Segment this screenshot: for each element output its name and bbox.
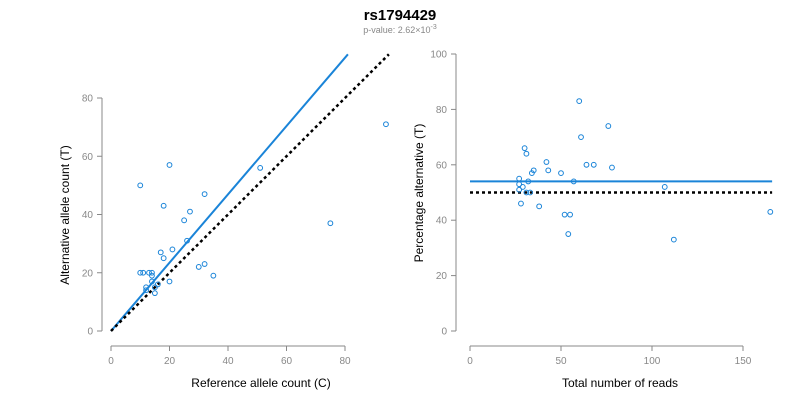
data-point xyxy=(516,186,523,193)
data-point xyxy=(143,287,150,294)
p-value-exponent: -3 xyxy=(431,24,437,31)
data-point xyxy=(151,290,158,297)
data-point xyxy=(565,231,572,237)
data-point xyxy=(257,165,264,171)
y-tick-label: 40 xyxy=(436,216,448,227)
x-tick-label: 20 xyxy=(164,356,176,367)
data-point xyxy=(518,200,524,207)
data-point xyxy=(184,237,190,244)
data-point xyxy=(146,269,152,276)
data-point xyxy=(160,202,167,209)
data-point xyxy=(195,264,202,270)
data-point xyxy=(543,159,550,165)
data-point xyxy=(545,167,552,174)
y-axis-label: Percentage alternative (T) xyxy=(412,124,426,263)
y-tick-label: 40 xyxy=(82,210,94,221)
data-point xyxy=(558,170,564,177)
data-point xyxy=(567,211,573,218)
data-point xyxy=(181,217,188,224)
data-point xyxy=(140,269,147,276)
y-tick-label: 20 xyxy=(436,271,448,282)
data-point xyxy=(605,123,612,129)
data-point xyxy=(516,181,523,188)
data-point xyxy=(521,145,528,152)
data-point xyxy=(169,246,176,253)
allele-count-scatter: 0 20 40 60 80 0 20 40 60 80 Reference allele count… xyxy=(58,53,390,390)
data-point xyxy=(210,272,217,279)
percentage-alternative-scatter: 0 50 100 150 0 20 40 60 80 100 Total number of rea… xyxy=(412,50,774,390)
y-tick-label: 20 xyxy=(82,268,94,279)
data-point xyxy=(151,284,158,291)
data-point xyxy=(383,121,389,128)
data-point xyxy=(527,189,533,196)
x-tick-label: 0 xyxy=(108,356,114,367)
x-tick-label: 150 xyxy=(735,356,752,367)
data-point xyxy=(525,178,532,185)
x-axis-label: Total number of reads xyxy=(562,376,678,390)
x-tick-label: 80 xyxy=(339,356,351,367)
data-point xyxy=(561,211,568,218)
data-point xyxy=(523,189,530,196)
y-tick-label: 60 xyxy=(82,152,94,163)
data-point xyxy=(143,284,150,291)
y-tick-label: 100 xyxy=(430,50,447,61)
data-point xyxy=(149,272,155,279)
reference-line xyxy=(110,53,390,332)
data-point xyxy=(583,161,590,168)
data-point xyxy=(327,220,334,227)
p-value-text: p-value: 2.62×10 xyxy=(363,25,430,35)
data-point xyxy=(154,281,161,288)
y-axis-label: Alternative allele count (T) xyxy=(58,145,72,284)
x-tick-label: 0 xyxy=(467,356,473,367)
x-tick-label: 40 xyxy=(222,356,234,367)
x-tick-label: 50 xyxy=(555,356,567,367)
data-point xyxy=(201,261,208,267)
data-point xyxy=(530,167,537,174)
y-tick-label: 80 xyxy=(436,105,448,116)
data-point xyxy=(137,182,144,189)
data-point xyxy=(166,278,173,285)
y-tick-label: 60 xyxy=(436,160,448,171)
data-point xyxy=(609,164,615,171)
y-tick-label: 0 xyxy=(87,327,93,338)
chart-subtitle: p-value: 2.62×10-3 xyxy=(363,24,437,35)
data-point xyxy=(661,184,668,190)
data-point xyxy=(160,255,167,262)
data-point xyxy=(590,161,597,168)
x-tick-label: 60 xyxy=(281,356,293,367)
x-axis-label: Reference allele count (C) xyxy=(191,376,330,390)
data-point xyxy=(187,208,193,215)
data-point xyxy=(157,249,164,256)
fit-line xyxy=(110,53,349,332)
x-tick-label: 100 xyxy=(644,356,661,367)
data-point xyxy=(149,269,155,276)
data-point xyxy=(516,175,523,182)
chart-title: rs1794429 xyxy=(364,7,437,24)
data-point xyxy=(570,178,577,185)
data-point xyxy=(536,203,543,210)
y-tick-label: 0 xyxy=(441,327,447,338)
data-point xyxy=(576,98,583,104)
y-tick-label: 80 xyxy=(82,94,94,105)
data-point xyxy=(578,134,584,141)
data-point xyxy=(519,184,526,190)
data-point xyxy=(137,269,144,276)
data-point xyxy=(523,150,530,157)
data-point xyxy=(166,162,173,168)
data-point xyxy=(767,208,774,215)
data-point xyxy=(670,236,677,243)
data-point xyxy=(201,191,208,198)
data-point xyxy=(149,278,155,285)
